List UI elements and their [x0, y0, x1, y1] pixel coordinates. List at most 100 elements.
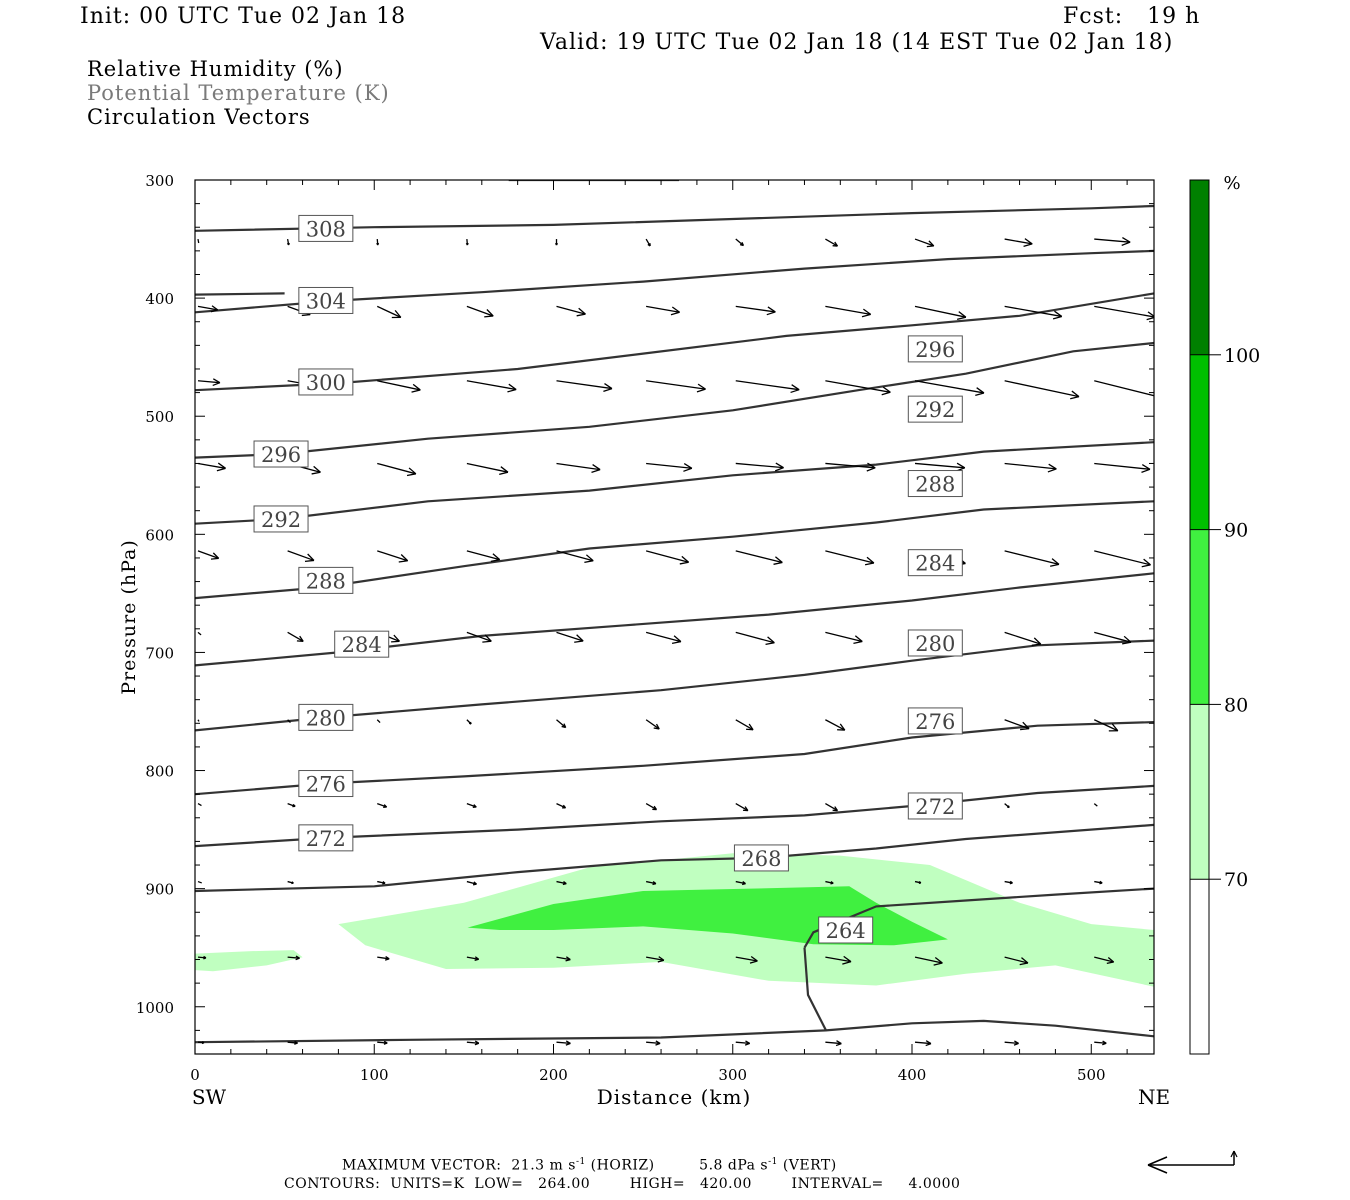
rh-region-70-1: [195, 950, 303, 972]
y-tick-label: 600: [145, 526, 174, 544]
contour-label-296-4b: 296: [907, 335, 963, 363]
vector-arrow: [1094, 1040, 1107, 1046]
contour-label-text: 300: [306, 371, 346, 395]
vector-arrow: [556, 880, 567, 886]
vector-arrow: [556, 719, 567, 729]
vector-arrow: [914, 462, 966, 472]
vector-arrow: [1004, 1040, 1019, 1046]
vector-arrow: [825, 880, 834, 885]
y-tick-label: 700: [145, 644, 174, 662]
vector-arrow: [377, 880, 386, 885]
horiz-unit: m s: [549, 1157, 576, 1174]
vector-arrow: [914, 956, 943, 966]
vector-arrow: [376, 719, 381, 724]
vector-arrow: [556, 305, 586, 317]
vector-arrow: [197, 631, 202, 636]
vector-arrow: [825, 803, 839, 812]
vector-arrow: [645, 631, 682, 644]
vector-arrow: [646, 956, 665, 963]
vector-arrow: [197, 550, 220, 560]
vector-arrow: [1094, 631, 1132, 645]
vector-arrow: [1004, 380, 1080, 400]
contour-label-288-6a: 288: [298, 566, 354, 594]
y-tick-label: 900: [145, 881, 174, 899]
vector-arrow: [197, 955, 207, 960]
contour-label-text: 304: [306, 289, 346, 313]
forecast-hour: Fcst: 19 h: [1063, 4, 1201, 29]
theta-contour-292: [195, 441, 1154, 525]
colorbar-frame: [1189, 179, 1210, 1055]
vector-arrow: [197, 378, 221, 387]
vector-arrow: [1004, 462, 1057, 473]
vector-arrow: [377, 1040, 388, 1045]
contour-label-280-8a: 280: [298, 703, 354, 731]
theta-contour-seg13: [803, 947, 827, 1031]
contour-label-268-11a: 268: [733, 844, 789, 872]
contour-label-264-12a: 264: [818, 916, 874, 944]
y-tick-label: 400: [145, 290, 174, 308]
vector-arrow: [735, 380, 800, 394]
vector-arrow: [914, 1040, 932, 1047]
vector-arrow: [197, 305, 219, 313]
vector-arrow: [466, 462, 509, 475]
vert-exponent: -1: [768, 1157, 778, 1167]
vector-arrow: [465, 238, 469, 246]
contour-label-text: 268: [741, 847, 781, 871]
vector-arrow: [914, 880, 922, 884]
vector-arrow: [735, 631, 775, 646]
contour-label-284-7a: 284: [334, 630, 390, 658]
field-vectors-label: Circulation Vectors: [87, 105, 311, 129]
vector-arrow: [1004, 305, 1063, 320]
x-tick-label: 400: [898, 1066, 927, 1084]
vector-arrow: [646, 1040, 661, 1046]
vector-arrow: [1094, 880, 1103, 885]
vector-arrow: [1094, 550, 1151, 568]
init-time: Init: 00 UTC Tue 02 Jan 18: [80, 4, 407, 29]
vector-arrow: [914, 380, 985, 397]
vector-arrow: [825, 305, 872, 318]
contour-label-text: 284: [342, 633, 382, 657]
vector-arrow: [377, 955, 390, 961]
vector-arrow: [914, 305, 967, 320]
vector-arrow: [287, 1040, 298, 1045]
contour-labels: 308 304 300 296 296 292 292 288 288 284 284 280 280 2…: [253, 214, 963, 944]
max-vector-label: MAXIMUM VECTOR:: [342, 1157, 502, 1174]
vector-arrow: [914, 238, 935, 248]
contour-label-292-5b: 292: [907, 395, 963, 423]
vector-arrow: [646, 380, 706, 393]
contour-label-text: 272: [915, 795, 955, 819]
contour-label-text: 280: [915, 632, 955, 656]
vector-arrow: [1004, 719, 1030, 731]
vector-arrow: [735, 462, 784, 472]
colorbar-unit: %: [1223, 173, 1240, 194]
vector-arrow: [645, 238, 651, 247]
contour-label-272-10a: 272: [298, 824, 354, 852]
vector-arrow: [466, 305, 494, 318]
contour-label-308-0a: 308: [298, 214, 354, 242]
valid-time: Valid: 19 UTC Tue 02 Jan 18 (14 EST Tue …: [540, 30, 1174, 55]
vector-arrow: [646, 305, 680, 316]
colorbar: 70 80 90 100: [1189, 179, 1260, 1055]
theta-contour-272: [195, 784, 1154, 848]
vector-arrow: [825, 238, 839, 247]
vector-arrow: [287, 955, 300, 961]
theta-contour-268: [195, 823, 1154, 893]
vector-arrow: [466, 880, 477, 886]
vector-arrow: [376, 305, 402, 319]
contour-label-280-8b: 280: [907, 629, 963, 657]
theta-contour-seg1: [195, 292, 285, 296]
x-tick-label: 200: [539, 1066, 568, 1084]
vector-arrow: [825, 1040, 842, 1047]
vector-arrow: [376, 238, 380, 246]
vector-arrow: [197, 462, 226, 472]
contour-label-text: 272: [306, 827, 346, 851]
vector-arrow: [287, 880, 294, 885]
contour-label-text: 296: [261, 443, 301, 467]
vector-arrow: [1094, 956, 1115, 965]
field-rh-label: Relative Humidity (%): [87, 57, 344, 81]
contour-label-text: 308: [306, 217, 346, 241]
vector-arrow: [377, 803, 388, 809]
contour-label-276-9a: 276: [298, 770, 354, 798]
vector-arrow: [556, 462, 601, 473]
contour-label-text: 280: [306, 706, 346, 730]
